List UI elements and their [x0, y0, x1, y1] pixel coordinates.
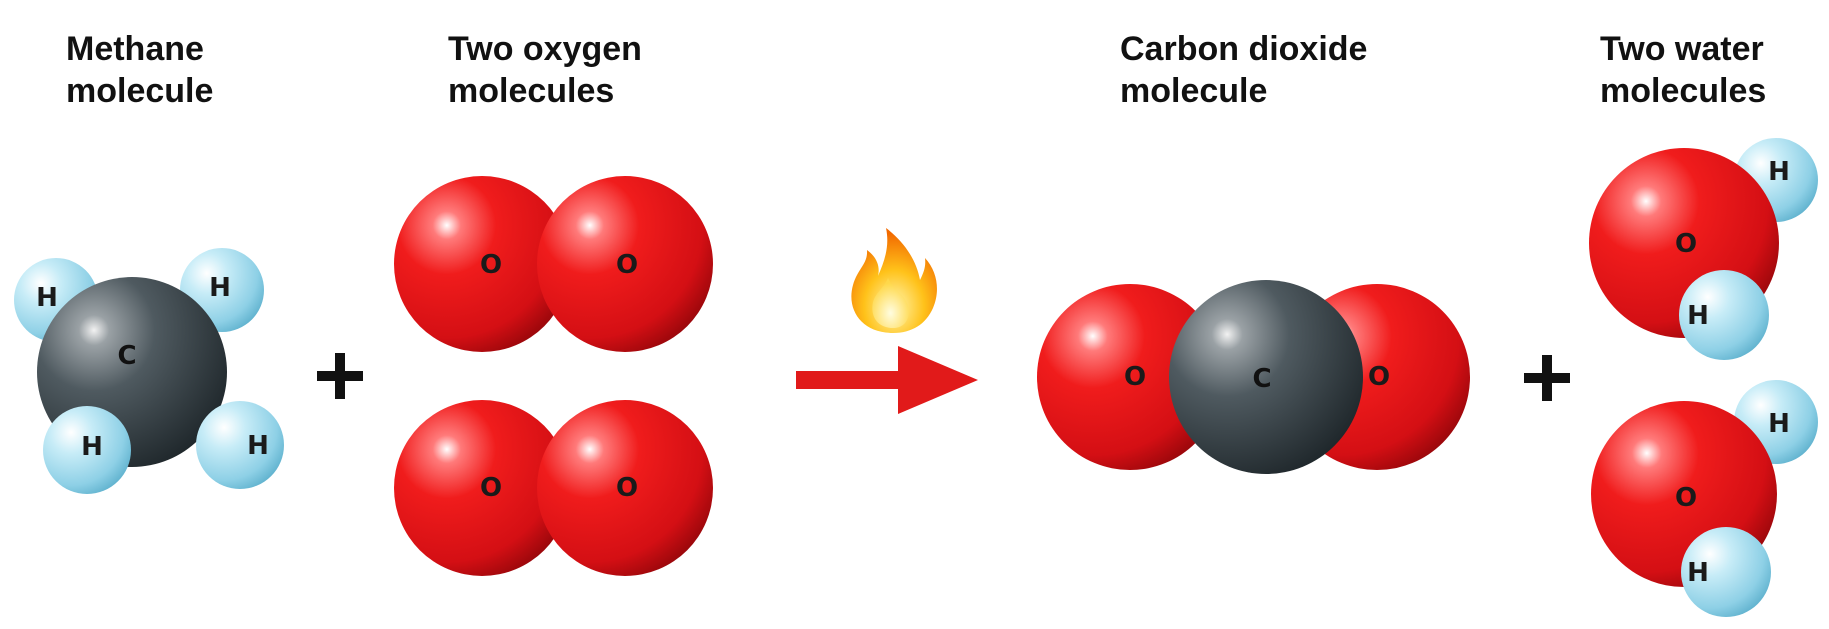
atom-label: O	[480, 473, 502, 503]
water-molecule: O H H	[1591, 380, 1818, 617]
atom-label: O	[1124, 362, 1146, 392]
hydrogen-atom	[43, 406, 131, 494]
atom-label: C	[117, 341, 136, 371]
atom-label: H	[1687, 558, 1709, 588]
oxygen-atom	[537, 176, 713, 352]
oxygen-molecule: O O	[394, 176, 713, 352]
oxygen-atom	[1037, 284, 1223, 470]
oxygen-molecule: O O	[394, 400, 713, 576]
atom-label: O	[1368, 362, 1390, 392]
oxygen-caption: Two oxygen molecules	[448, 28, 642, 112]
flame-icon	[851, 228, 937, 333]
plus-icon	[1524, 355, 1570, 401]
methane-caption-line-2: molecule	[66, 72, 214, 110]
plus-icon	[317, 353, 363, 399]
reaction-arrow-icon	[796, 346, 978, 414]
methane-caption: Methane molecule	[66, 28, 213, 112]
atom-label: H	[81, 432, 103, 462]
hydrogen-atom	[1681, 527, 1771, 617]
atom-label: C	[1252, 364, 1271, 394]
atom-label: H	[1687, 301, 1709, 331]
water-caption-line-2: molecules	[1600, 72, 1767, 110]
co2-caption: Carbon dioxide molecule	[1120, 28, 1367, 112]
atom-label: H	[36, 283, 58, 313]
atom-label: O	[1675, 229, 1697, 259]
carbon-atom	[1169, 280, 1363, 474]
atom-label: H	[247, 431, 269, 461]
co2-caption-line-1: Carbon dioxide	[1120, 30, 1368, 68]
co2-caption-line-2: molecule	[1120, 72, 1268, 110]
oxygen-atom	[394, 176, 570, 352]
water-caption: Two water molecules	[1600, 28, 1766, 112]
methane-caption-line-1: Methane	[66, 30, 204, 68]
oxygen-atom	[394, 400, 570, 576]
water-caption-line-1: Two water	[1600, 30, 1764, 68]
atom-label: H	[209, 273, 231, 303]
water-molecule: O H H	[1589, 138, 1818, 360]
oxygen-atom	[537, 400, 713, 576]
atom-label: H	[1768, 157, 1790, 187]
methane-molecule: C H H H H	[14, 248, 284, 494]
atom-label: O	[1675, 483, 1697, 513]
hydrogen-atom	[196, 401, 284, 489]
hydrogen-atom	[1679, 270, 1769, 360]
oxygen-caption-line-2: molecules	[448, 72, 615, 110]
atom-label: O	[616, 250, 638, 280]
atom-label: O	[480, 250, 502, 280]
atom-label: O	[616, 473, 638, 503]
atom-label: H	[1768, 409, 1790, 439]
oxygen-caption-line-1: Two oxygen	[448, 30, 642, 68]
co2-molecule: O C O	[1037, 280, 1470, 474]
